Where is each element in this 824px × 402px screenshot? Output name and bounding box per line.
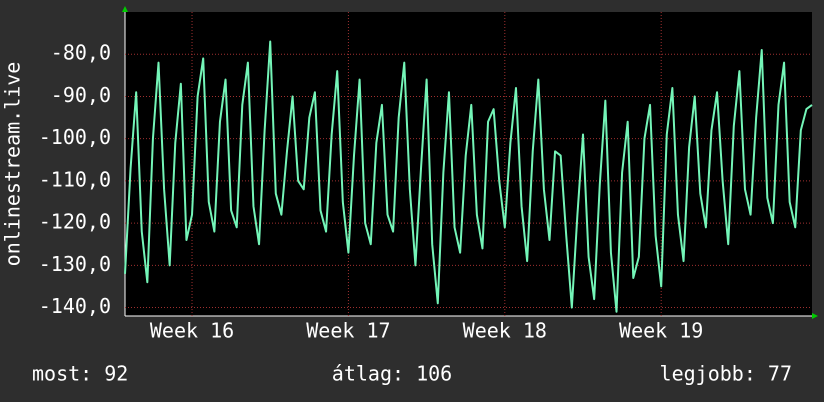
y-tick-label: -120,0 — [39, 210, 111, 234]
footer-current: most: 92 — [32, 362, 128, 386]
y-arrow — [122, 6, 128, 12]
y-tick-label: -110,0 — [39, 167, 111, 191]
y-tick-label: -130,0 — [39, 252, 111, 276]
y-tick-label: -90,0 — [51, 83, 111, 107]
x-tick-label: Week 18 — [463, 319, 547, 343]
y-tick-label: -100,0 — [39, 125, 111, 149]
footer-best: legjobb: 77 — [660, 362, 792, 386]
footer-average: átlag: 106 — [332, 362, 452, 386]
x-tick-label: Week 17 — [306, 319, 390, 343]
x-tick-label: Week 16 — [150, 319, 234, 343]
y-tick-label: -80,0 — [51, 41, 111, 65]
x-tick-label: Week 19 — [619, 319, 703, 343]
y-axis-label: onlinestream.live — [1, 62, 25, 267]
x-arrow — [812, 313, 818, 319]
y-tick-label: -140,0 — [39, 294, 111, 318]
series-line — [124, 40, 813, 313]
